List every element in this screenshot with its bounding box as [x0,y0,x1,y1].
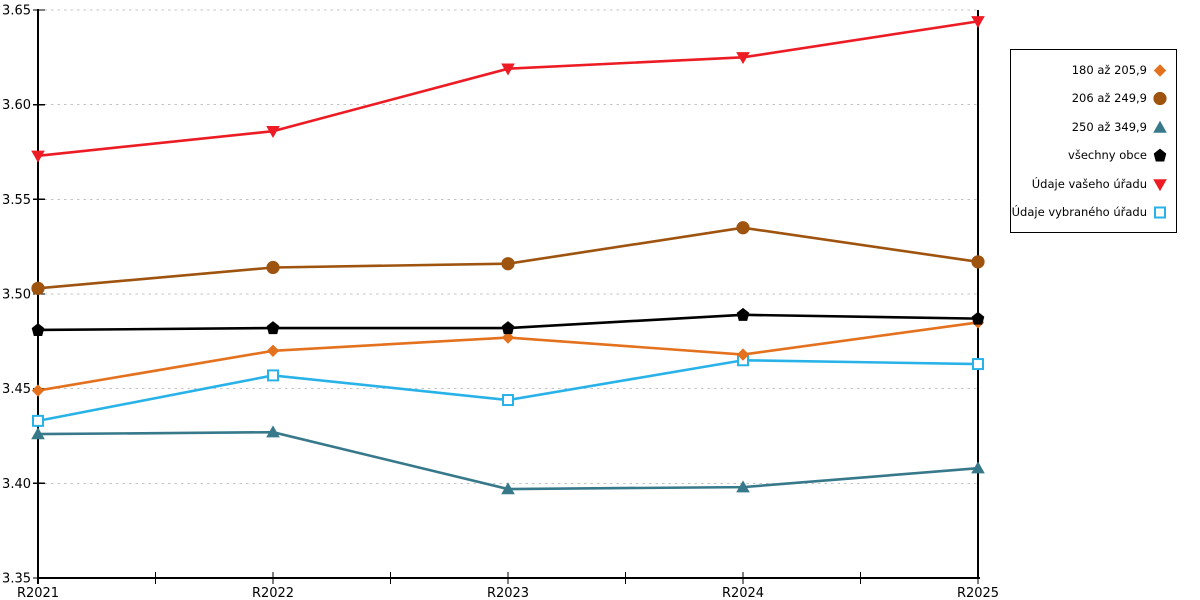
triangle-down-marker-icon [501,63,515,76]
diamond-marker-icon [736,348,750,361]
legend-label: Údaje vybraného úřadu [1011,205,1147,220]
pentagon-marker-icon [501,321,515,335]
square-open-icon [1154,206,1166,219]
square-open-marker-icon [972,358,984,371]
y-tick-label: 3.45 [2,382,31,397]
square-open-marker-icon [1154,206,1166,219]
circle-marker-icon [971,255,985,269]
legend-item: 180 až 205,9 [1017,55,1168,84]
x-tick-label: R2021 [17,586,59,600]
y-tick-label: 3.50 [2,288,31,303]
pentagon-marker-icon [736,307,750,321]
triangle-up-marker-icon [266,425,280,438]
triangle-up-icon [1153,120,1167,133]
pentagon-marker-icon [1153,148,1167,162]
diamond-marker-icon [31,384,45,397]
pentagon-marker-icon [31,323,45,336]
series-3 [31,307,985,336]
pentagon-marker-icon [266,321,280,335]
y-tick-label: 3.55 [2,193,31,208]
circle-marker-icon [1153,92,1167,106]
x-tick-label: R2024 [722,586,764,600]
legend-label: Údaje vašeho úřadu [1031,176,1147,191]
legend-item: Údaje vašeho úřadu [1017,170,1168,199]
legend-label: všechny obce [1068,148,1147,163]
series-1 [31,221,985,295]
series-line [37,358,979,423]
circle-icon [1153,92,1167,106]
legend-item: Údaje vybraného úřadu [1012,198,1168,227]
series-line [37,20,979,158]
legend-item: všechny obce [1017,141,1168,170]
diamond-marker-icon [1153,63,1167,77]
legend: 180 až 205,9 206 až 249,9 250 až 349,9 všec… [1010,49,1177,233]
legend-label: 206 až 249,9 [1071,91,1147,106]
circle-marker-icon [501,257,515,271]
series-2 [31,425,985,495]
circle-marker-icon [736,221,750,235]
circle-marker-icon [266,260,280,275]
triangle-down-marker-icon [31,150,45,163]
y-tick-label: 3.35 [2,572,31,587]
y-tick-label: 3.40 [2,477,31,492]
diamond-icon [1153,63,1167,77]
square-open-marker-icon [502,394,514,407]
square-open-marker-icon [267,369,279,382]
x-tick-label: R2025 [957,586,999,600]
diamond-marker-icon [501,331,515,344]
triangle-up-marker-icon [31,427,45,440]
x-tick-label: R2022 [252,586,294,600]
triangle-up-marker-icon [971,461,985,474]
series-5 [32,354,984,427]
square-open-marker-icon [32,414,44,427]
series-0 [31,316,985,397]
triangle-down-marker-icon [736,52,750,65]
triangle-down-marker-icon [971,16,985,29]
series-line [37,430,979,491]
legend-label: 250 až 349,9 [1071,119,1147,134]
y-tick-label: 3.65 [2,4,31,19]
triangle-up-marker-icon [1153,120,1167,133]
legend-item: 250 až 349,9 [1017,112,1168,141]
triangle-up-marker-icon [501,482,515,495]
legend-label: 180 až 205,9 [1071,62,1147,77]
triangle-down-marker-icon [1153,179,1167,192]
x-tick-label: R2023 [487,586,529,600]
legend-item: 206 až 249,9 [1017,84,1168,113]
triangle-down-marker-icon [266,125,280,138]
pentagon-icon [1153,148,1167,162]
circle-marker-icon [31,281,45,295]
diamond-marker-icon [266,344,280,357]
pentagon-marker-icon [971,311,985,325]
series-4 [31,16,985,163]
triangle-down-icon [1153,179,1167,192]
y-tick-label: 3.60 [2,98,31,113]
triangle-up-marker-icon [736,480,750,493]
